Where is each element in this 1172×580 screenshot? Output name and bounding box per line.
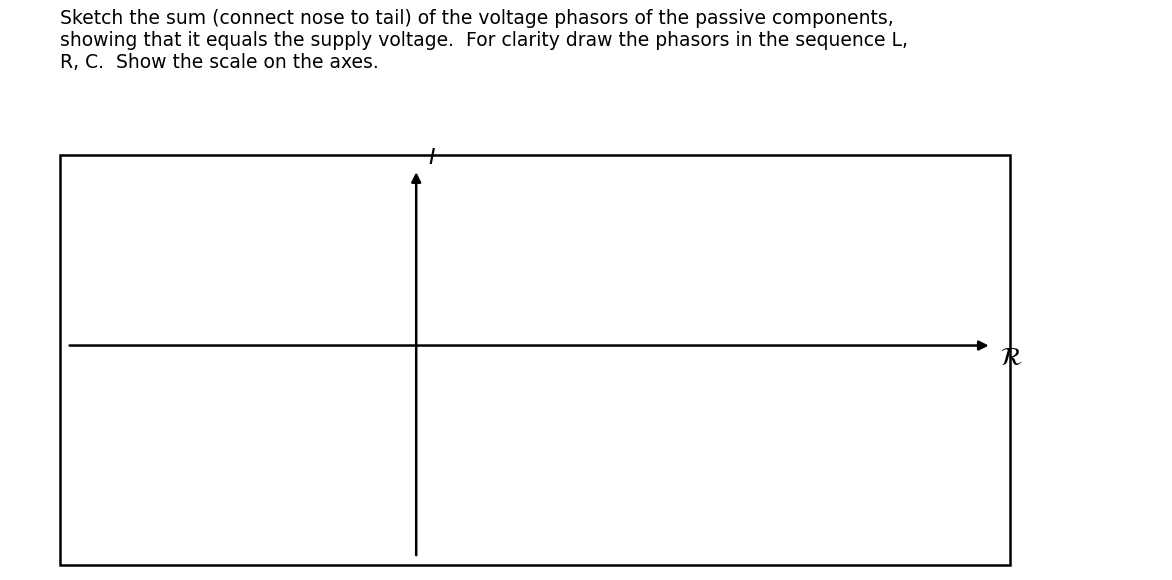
Text: $\mathcal{R}$: $\mathcal{R}$: [1000, 346, 1022, 370]
Text: Sketch the sum (connect nose to tail) of the voltage phasors of the passive comp: Sketch the sum (connect nose to tail) of…: [60, 9, 908, 72]
Text: $I$: $I$: [428, 148, 436, 168]
